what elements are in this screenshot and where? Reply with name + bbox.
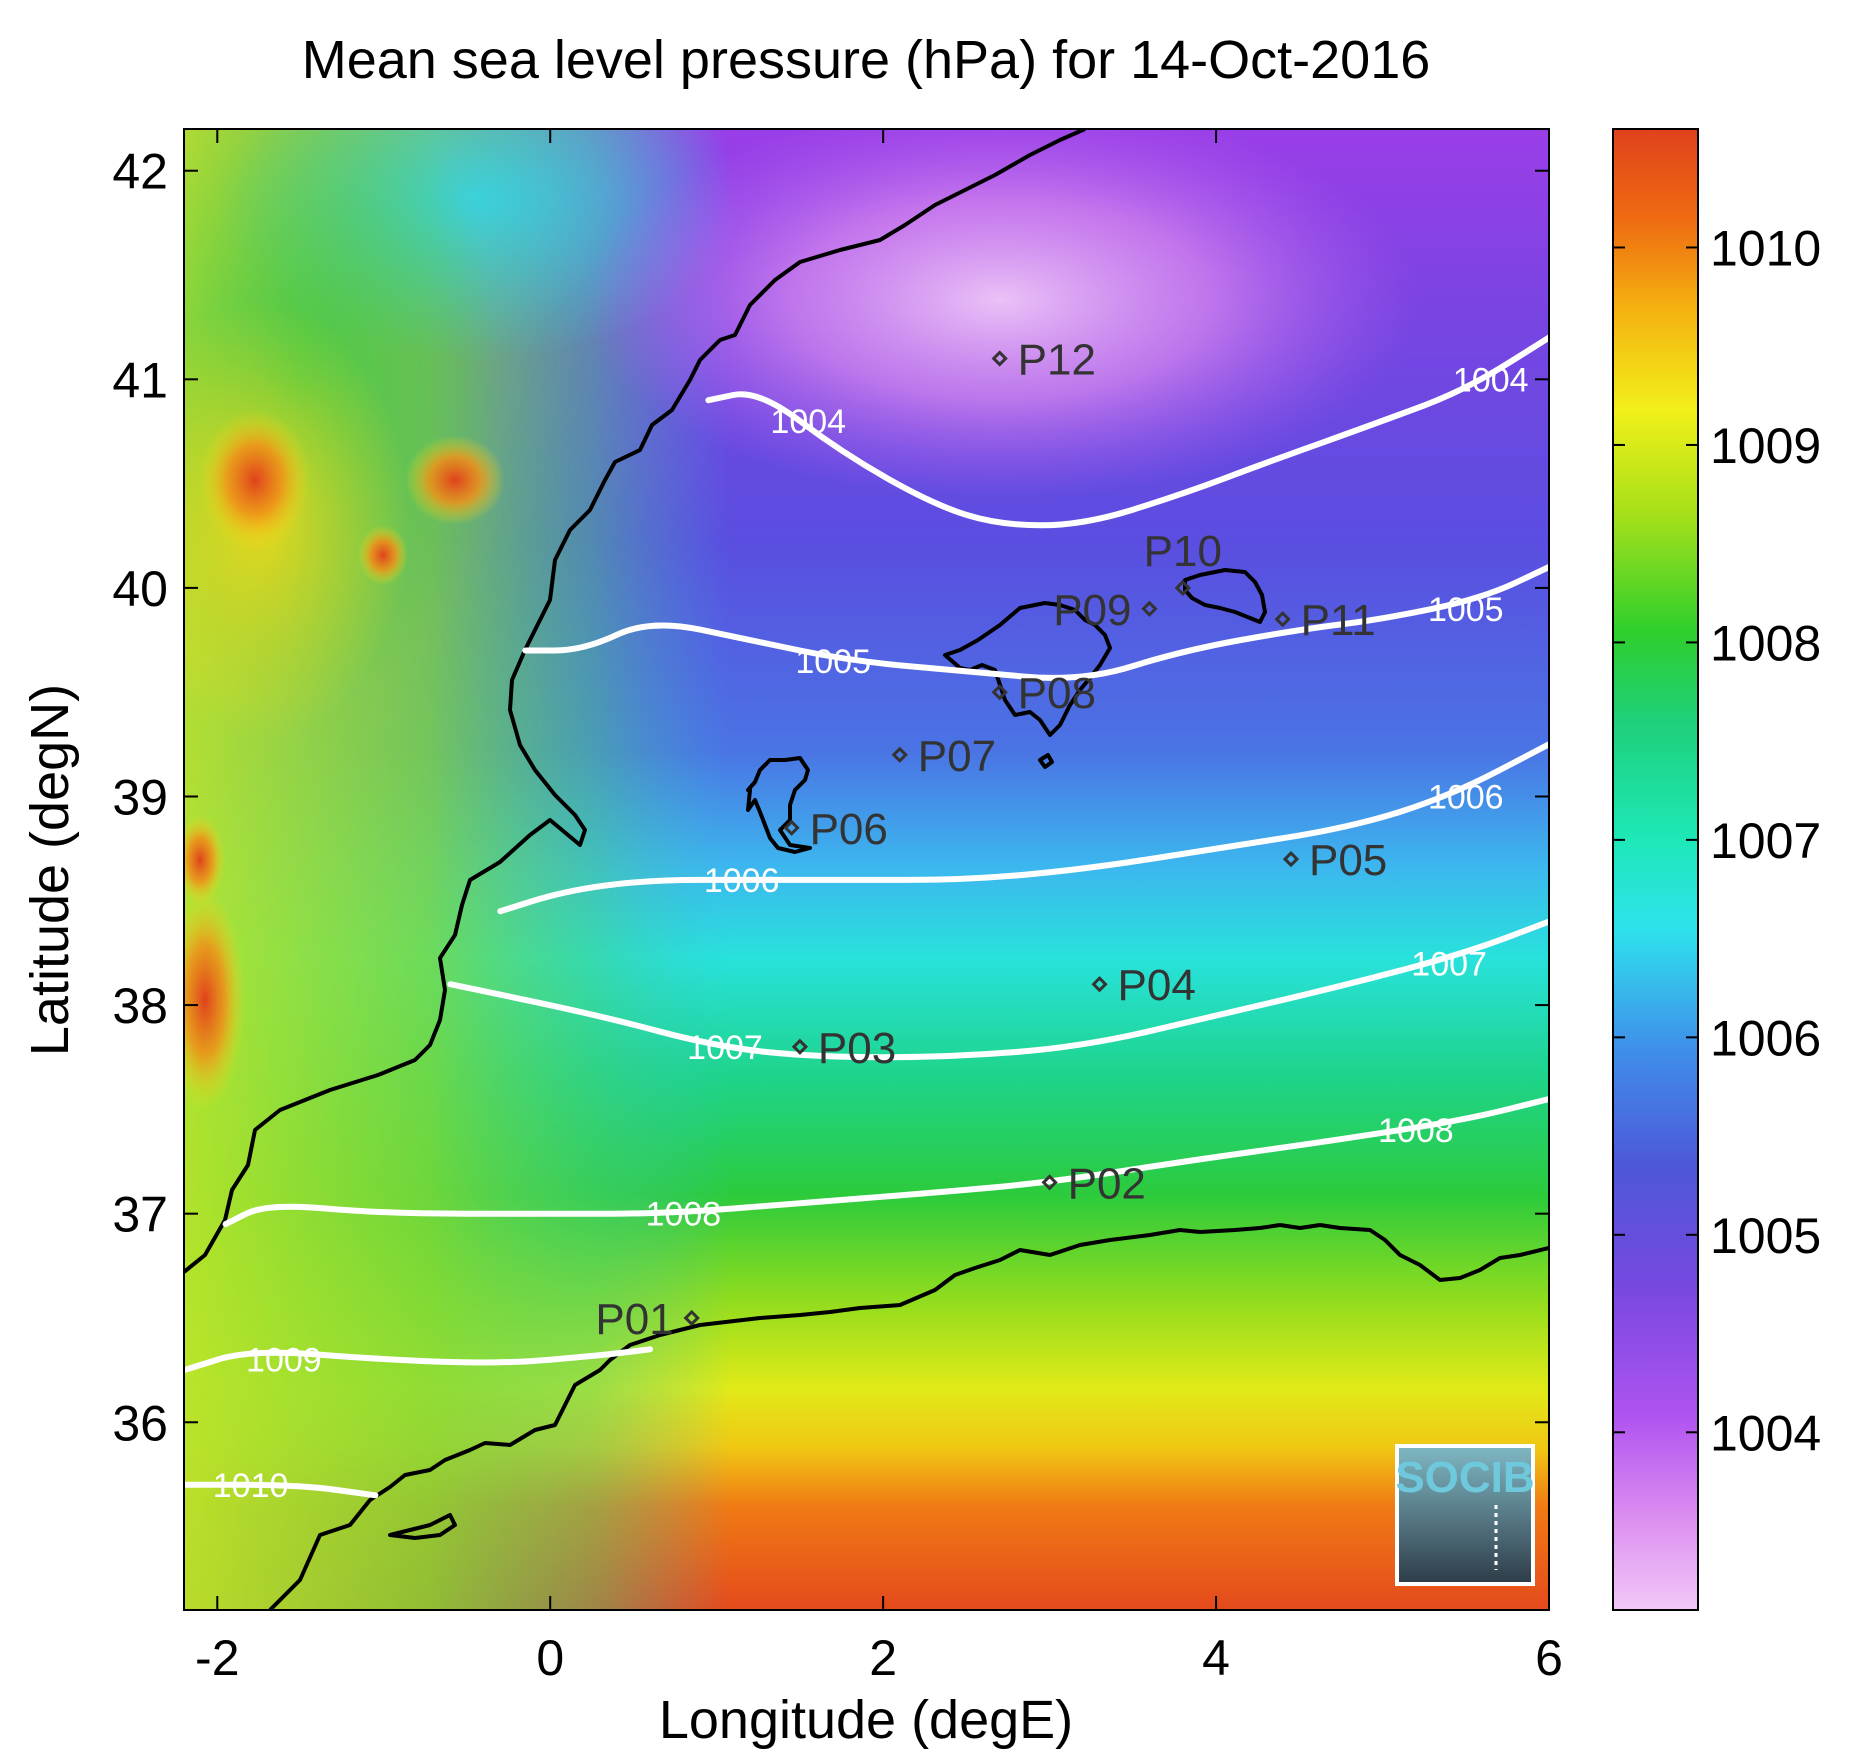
isobar-label-1004: 1004 bbox=[1453, 361, 1529, 399]
station-label-p04: P04 bbox=[1118, 961, 1196, 1010]
x-axis-ticks: -2 0 2 4 6 bbox=[195, 129, 1563, 1686]
y-tick-label: 38 bbox=[112, 978, 168, 1034]
high-pressure-spot-5 bbox=[184, 815, 225, 905]
high-pressure-spot-3 bbox=[358, 525, 408, 585]
station-marker-p05 bbox=[1282, 850, 1300, 868]
station-label-p01: P01 bbox=[595, 1295, 673, 1344]
colorbar-tick-label: 1004 bbox=[1710, 1405, 1821, 1461]
station-marker-p10 bbox=[1174, 579, 1191, 597]
socib-logo: SOCIB bbox=[1395, 1444, 1535, 1586]
isobar-label-1010: 1010 bbox=[213, 1467, 289, 1505]
plot-area: 1004 1004 1005 1005 1006 1006 1007 1007 1008 1008… bbox=[184, 129, 1549, 1610]
isobar-label-1008: 1008 bbox=[646, 1196, 722, 1234]
logo-text: SOCIB bbox=[1395, 1453, 1534, 1502]
colorbar-tick-label: 1007 bbox=[1710, 813, 1821, 869]
station-points: P01 P02 P03 P04 P05 P06 P07 P08 P09 P10 P11 P12 bbox=[595, 335, 1387, 1344]
colorbar-gradient bbox=[1612, 128, 1699, 1611]
station-marker-p08 bbox=[991, 684, 1008, 701]
low-pressure-core bbox=[580, 129, 1420, 500]
station-marker-p06 bbox=[783, 819, 800, 836]
colorbar: 1004 1005 1006 1007 1008 1009 1010 bbox=[1612, 128, 1821, 1611]
station-label-p07: P07 bbox=[918, 732, 996, 781]
colorbar-tick-label: 1010 bbox=[1710, 220, 1821, 276]
y-axis-ticks: 36 37 38 39 40 41 42 bbox=[112, 144, 1549, 1451]
station-label-p05: P05 bbox=[1309, 836, 1387, 885]
isobar-label-1005: 1005 bbox=[1428, 591, 1504, 629]
y-tick-label: 41 bbox=[112, 352, 168, 408]
station-marker-p04 bbox=[1091, 976, 1108, 993]
high-pressure-spot-4 bbox=[184, 890, 245, 1110]
isobar-1006 bbox=[497, 741, 1549, 915]
colorbar-tick-label: 1006 bbox=[1710, 1010, 1821, 1066]
island-mallorca bbox=[943, 601, 1112, 737]
coast-africa bbox=[268, 1223, 1549, 1610]
y-tick-label: 37 bbox=[112, 1187, 168, 1243]
coast-iberia bbox=[184, 129, 1086, 1274]
island-ibiza bbox=[746, 756, 812, 854]
isobar-label-1006: 1006 bbox=[1428, 778, 1504, 816]
x-tick-label: 2 bbox=[869, 1630, 897, 1686]
high-pressure-spot-1 bbox=[200, 410, 310, 550]
island-menorca bbox=[1183, 568, 1267, 624]
station-marker-p12 bbox=[991, 350, 1008, 367]
station-marker-p07 bbox=[891, 746, 908, 763]
y-tick-label: 42 bbox=[112, 144, 168, 200]
isobar-1007 bbox=[447, 918, 1549, 1061]
y-tick-label: 40 bbox=[112, 561, 168, 617]
y-tick-label: 39 bbox=[112, 769, 168, 825]
isobar-label-1004: 1004 bbox=[770, 403, 846, 441]
x-tick-label: 6 bbox=[1535, 1630, 1563, 1686]
x-tick-label: 4 bbox=[1202, 1630, 1230, 1686]
station-marker-p09 bbox=[1141, 600, 1158, 617]
isobar-1005 bbox=[522, 564, 1549, 681]
x-axis-label: Longitude (degE) bbox=[659, 1690, 1073, 1750]
x-tick-label: -2 bbox=[195, 1630, 239, 1686]
station-marker-p01 bbox=[683, 1309, 700, 1327]
island-cabrera bbox=[1038, 753, 1054, 769]
high-pressure-spot-2 bbox=[405, 435, 505, 525]
colorbar-ticks: 1004 1005 1006 1007 1008 1009 1010 bbox=[1613, 220, 1821, 1461]
station-label-p12: P12 bbox=[1018, 335, 1096, 384]
coast-alboran bbox=[388, 1513, 457, 1540]
station-label-p09: P09 bbox=[1053, 586, 1131, 635]
isobar-label-1006: 1006 bbox=[704, 862, 780, 900]
coastline bbox=[184, 129, 1549, 1610]
isobar-1004 bbox=[705, 334, 1549, 529]
station-label-p06: P06 bbox=[810, 805, 888, 854]
chart-title: Mean sea level pressure (hPa) for 14-Oct… bbox=[302, 30, 1431, 90]
plot-frame bbox=[183, 128, 1550, 1611]
isobar-label-1007: 1007 bbox=[687, 1029, 763, 1067]
station-marker-p02 bbox=[1041, 1174, 1058, 1191]
station-marker-p11 bbox=[1274, 611, 1291, 628]
logo-box bbox=[1395, 1444, 1535, 1586]
isobars: 1004 1004 1005 1005 1006 1006 1007 1007 1008 1008… bbox=[184, 334, 1549, 1505]
station-label-p08: P08 bbox=[1018, 669, 1096, 718]
isobar-1009 bbox=[184, 1346, 654, 1374]
isobar-1010 bbox=[184, 1481, 379, 1499]
station-label-p11: P11 bbox=[1301, 596, 1376, 645]
isobar-label-1007: 1007 bbox=[1411, 945, 1487, 983]
colorbar-tick-label: 1008 bbox=[1710, 615, 1821, 671]
isobar-1008 bbox=[222, 1096, 1549, 1228]
isobar-label-1005: 1005 bbox=[795, 643, 871, 681]
station-label-p10: P10 bbox=[1144, 527, 1222, 576]
y-tick-label: 36 bbox=[112, 1395, 168, 1451]
x-tick-label: 0 bbox=[536, 1630, 564, 1686]
isobar-label-1008: 1008 bbox=[1378, 1112, 1454, 1150]
station-marker-p03 bbox=[791, 1038, 809, 1055]
colorbar-tick-label: 1009 bbox=[1710, 418, 1821, 474]
y-axis-label: Latitude (degN) bbox=[20, 684, 80, 1056]
station-label-p02: P02 bbox=[1068, 1159, 1146, 1208]
station-label-p03: P03 bbox=[818, 1024, 896, 1073]
isobar-label-1009: 1009 bbox=[246, 1342, 322, 1380]
colorbar-tick-label: 1005 bbox=[1710, 1208, 1821, 1264]
